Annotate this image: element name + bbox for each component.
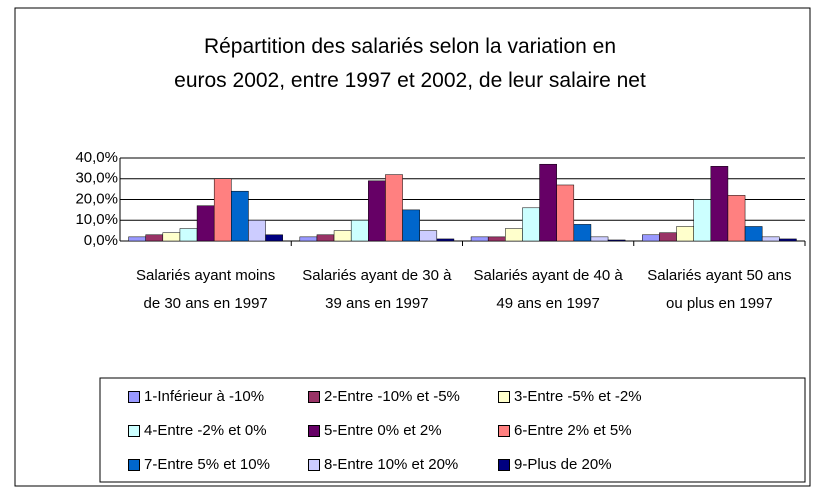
- legend-item: 8-Entre 10% et 20%: [308, 456, 458, 473]
- legend-swatch: [498, 424, 510, 437]
- title-line: euros 2002, entre 1997 et 2002, de leur …: [174, 69, 646, 92]
- bar: [642, 234, 660, 242]
- legend-swatch: [308, 390, 320, 403]
- y-tick-label: 0,0%: [84, 232, 118, 249]
- legend-label: 8-Entre 10% et 20%: [324, 456, 459, 473]
- bar: [590, 236, 609, 242]
- legend-swatch: [128, 458, 140, 471]
- legend-label: 1-Inférieur à -10%: [144, 388, 265, 405]
- bar: [316, 234, 335, 242]
- bar: [179, 228, 198, 242]
- bar: [710, 166, 729, 242]
- x-tick-label: Salariés ayant moins de 30 ans en 1997: [136, 267, 276, 312]
- x-tick-label: Salariés ayant 50 ans ou plus en 1997: [647, 267, 792, 312]
- legend-swatch: [308, 458, 320, 471]
- bar: [522, 207, 540, 242]
- legend-swatch: [308, 424, 320, 437]
- legend-box: [99, 377, 806, 483]
- bar: [333, 230, 352, 242]
- bar: [162, 232, 181, 242]
- legend-swatch: [128, 390, 140, 403]
- bar: [607, 239, 626, 242]
- bar: [368, 180, 386, 242]
- bar: [436, 238, 455, 242]
- bar: [779, 238, 797, 242]
- bar: [419, 230, 438, 242]
- bar: [573, 224, 592, 242]
- x-tick-label: Salariés ayant de 30 à 39 ans en 1997: [302, 267, 452, 312]
- bar: [385, 174, 403, 242]
- bar: [350, 220, 369, 242]
- title-line: Répartition des salariés selon la variat…: [203, 35, 617, 58]
- bar: [744, 226, 763, 242]
- legend-item: 9-Plus de 20%: [498, 456, 612, 473]
- bar: [265, 234, 283, 242]
- bar: [659, 232, 677, 242]
- bar: [556, 184, 575, 242]
- bar: [213, 178, 232, 242]
- legend-swatch: [498, 390, 510, 403]
- bar: [145, 234, 164, 242]
- bar: [470, 236, 489, 242]
- legend-label: 6-Entre 2% et 5%: [514, 422, 632, 439]
- bar: [231, 190, 249, 242]
- legend-label: 4-Entre -2% et 0%: [144, 422, 267, 439]
- y-tick-label: 30,0%: [75, 170, 118, 187]
- y-tick-label: 10,0%: [75, 211, 118, 228]
- bar: [693, 199, 712, 242]
- bar: [761, 236, 780, 242]
- legend-item: 4-Entre -2% et 0%: [128, 422, 267, 439]
- bar: [505, 228, 523, 242]
- bar: [487, 236, 506, 242]
- bar: [402, 209, 420, 242]
- bar: [299, 236, 318, 242]
- x-tick-label: Salariés ayant de 40 à 49 ans en 1997: [473, 267, 623, 312]
- legend-item: 3-Entre -5% et -2%: [498, 388, 642, 405]
- legend-item: 1-Inférieur à -10%: [128, 388, 264, 405]
- legend-label: 9-Plus de 20%: [514, 456, 612, 473]
- legend-item: 2-Entre -10% et -5%: [308, 388, 460, 405]
- legend-item: 7-Entre 5% et 10%: [128, 456, 270, 473]
- chart-border: [14, 7, 811, 487]
- legend-swatch: [498, 458, 510, 471]
- legend-label: 5-Entre 0% et 2%: [324, 422, 442, 439]
- chart-title: Répartition des salariés selon la variat…: [40, 30, 780, 98]
- bar: [196, 205, 215, 242]
- legend-label: 3-Entre -5% et -2%: [514, 388, 642, 405]
- bar: [128, 236, 146, 242]
- bar: [539, 163, 557, 242]
- y-tick-label: 20,0%: [75, 190, 118, 207]
- legend-item: 6-Entre 2% et 5%: [498, 422, 632, 439]
- bar: [676, 226, 694, 242]
- legend-label: 2-Entre -10% et -5%: [324, 388, 460, 405]
- y-tick-label: 40,0%: [75, 149, 118, 166]
- bar: [727, 195, 746, 242]
- bar: [248, 220, 266, 242]
- legend-label: 7-Entre 5% et 10%: [144, 456, 270, 473]
- legend-item: 5-Entre 0% et 2%: [308, 422, 442, 439]
- legend-swatch: [128, 424, 140, 437]
